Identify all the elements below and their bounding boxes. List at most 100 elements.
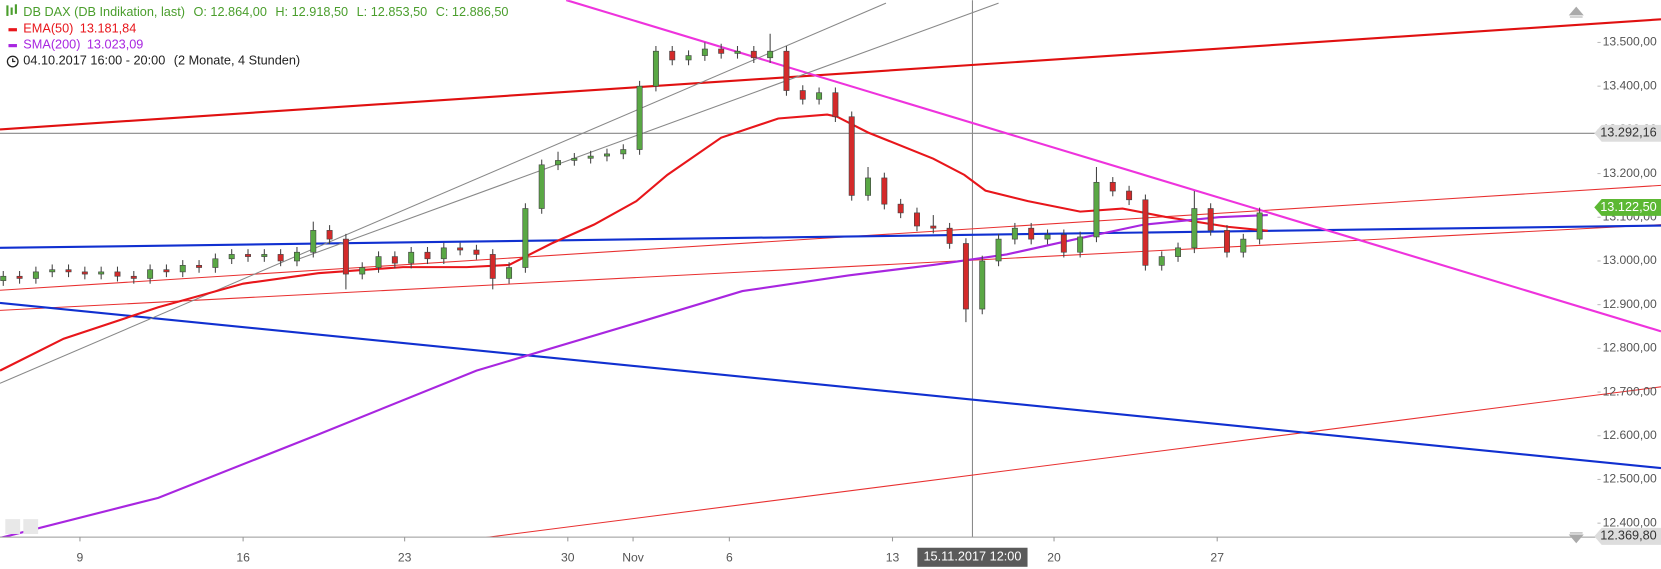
ohlc-label: L: 12.853,50 [357, 4, 428, 19]
x-tick-label: Nov [622, 551, 645, 565]
candle-body [848, 116, 855, 196]
indicator-name: SMA(200) [23, 37, 80, 52]
candle-body [799, 90, 806, 100]
candle-body [604, 153, 610, 157]
candle-body [473, 249, 480, 255]
candle-body [1028, 227, 1035, 240]
candle-body [359, 267, 366, 275]
candle-body [750, 50, 757, 59]
crosshair-label: 15.11.2017 12:00 [923, 549, 1021, 564]
candle-body [506, 267, 513, 279]
candle-body [1240, 238, 1247, 253]
candle-body [734, 50, 741, 54]
ohlc-label: O: 12.864,00 [193, 4, 266, 19]
candle-body [816, 92, 823, 100]
trendline [0, 18, 1661, 131]
trendline [0, 224, 1661, 249]
scroll-arrow-top[interactable] [1568, 6, 1584, 18]
y-tick-label: 13.500,00 [1603, 35, 1657, 49]
candle-body [310, 230, 317, 253]
candle-body [636, 85, 643, 150]
candle-body [65, 269, 72, 273]
x-tick-label: 20 [1047, 551, 1061, 565]
trendline [0, 184, 1661, 291]
instrument-title: DB DAX (DB Indikation, last) [23, 4, 185, 19]
candle-body [701, 48, 708, 56]
candle-body [228, 254, 235, 260]
candle-body [652, 50, 659, 87]
indicator-last: 13.023,09 [87, 37, 144, 52]
candle-body [457, 247, 464, 251]
candle-body [440, 247, 447, 260]
y-tick-label: 13.200,00 [1603, 166, 1657, 180]
candle-body [930, 225, 937, 229]
candle-body [489, 254, 496, 279]
logo-watermark [5, 519, 39, 534]
price-marker [1594, 198, 1661, 216]
candle-body [1207, 208, 1214, 231]
candle-body [881, 177, 888, 205]
candle-body [114, 271, 121, 277]
x-tick-label: 16 [236, 551, 250, 565]
ohlc-label: H: 12.918,50 [275, 4, 348, 19]
x-tick-label: 13 [886, 551, 900, 565]
price-marker [1594, 527, 1661, 545]
header-line: DB DAX (DB Indikation, last) O: 12.864,00… [23, 4, 508, 19]
candle-body [163, 269, 170, 273]
y-tick-label: 12.600,00 [1603, 428, 1657, 442]
candle-body [1142, 199, 1149, 266]
x-tick-label: 6 [726, 551, 733, 565]
candle-body [1224, 230, 1230, 253]
candle-body [522, 208, 529, 268]
candle-body [32, 271, 39, 279]
y-tick-label: 12.400,00 [1603, 515, 1657, 529]
price-marker [1594, 124, 1661, 142]
candle-body [571, 157, 578, 161]
range-label: (2 Monate, 4 Stunden) [174, 53, 300, 68]
candle-body [342, 238, 349, 275]
candle-body [375, 256, 382, 268]
period-line: 04.10.2017 16:00 - 20:00 (2 Monate, 4 Stu… [23, 53, 300, 68]
trendline [484, 386, 1661, 538]
x-tick-label: 30 [561, 551, 575, 565]
candle-body [718, 48, 725, 54]
indicator-name: EMA(50) [23, 21, 73, 36]
indicator-line [0, 214, 1268, 538]
candle-body [1158, 256, 1165, 266]
candle-body [1060, 234, 1067, 253]
candle-body [587, 155, 594, 159]
trendline [0, 224, 1661, 311]
candle-body [1175, 247, 1182, 257]
candle-body [408, 251, 415, 264]
candle-body [1109, 181, 1116, 192]
scroll-arrow-bottom[interactable] [1568, 532, 1584, 544]
x-tick-label: 9 [77, 551, 84, 565]
y-tick-label: 13.000,00 [1603, 253, 1657, 267]
trendline [565, 0, 1661, 333]
candle-body [1011, 227, 1018, 240]
ohlc-label: C: 12.886,50 [436, 4, 509, 19]
x-tick-label: 27 [1210, 551, 1224, 565]
candle-body [555, 160, 561, 166]
candle-body [277, 254, 284, 262]
candle-body [49, 269, 56, 273]
candle-body [979, 260, 986, 310]
candle-body [962, 243, 969, 310]
price-marker-label: 12.369,80 [1600, 528, 1657, 543]
candle-body [1093, 181, 1100, 238]
candle-body [147, 269, 154, 279]
candle-body [897, 203, 904, 214]
candle-body [1077, 236, 1084, 253]
candle-body [946, 227, 953, 244]
candle-body [0, 275, 7, 281]
x-tick-label: 23 [398, 551, 412, 565]
candle-body [865, 177, 871, 196]
candle-body [767, 50, 774, 59]
candle-body [1126, 190, 1133, 201]
candle-body [196, 265, 203, 268]
candle-body [293, 251, 300, 262]
y-tick-label: 12.500,00 [1603, 472, 1657, 486]
candle-body [1191, 208, 1198, 249]
